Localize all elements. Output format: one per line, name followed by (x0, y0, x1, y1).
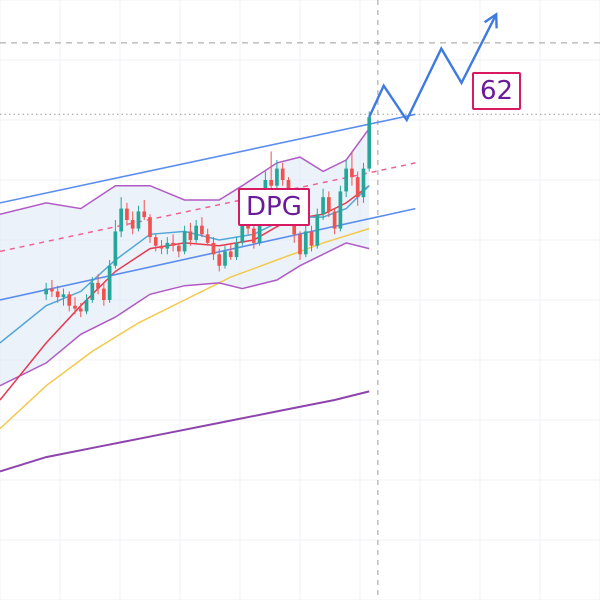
candle-body (130, 220, 135, 229)
candle-body (280, 168, 285, 180)
mid-moving-average (0, 227, 370, 430)
candle-body (194, 225, 198, 240)
candle-body (309, 231, 314, 246)
candle-body (96, 282, 100, 289)
candle-body (188, 231, 193, 240)
bollinger-lower-band (0, 242, 370, 387)
candle-body (136, 211, 141, 229)
candle-body (350, 168, 354, 178)
candle-body (153, 237, 158, 246)
candle-body (44, 288, 48, 295)
channel-upper-line (0, 113, 416, 204)
candle-body (73, 305, 77, 309)
candle-body (148, 217, 152, 238)
candle-body (200, 225, 204, 235)
candle-body (257, 220, 262, 243)
candle-body (303, 231, 308, 255)
candle-body (344, 168, 348, 192)
candle-body (90, 282, 95, 300)
candle-body (165, 242, 170, 249)
candle-body (171, 242, 175, 246)
projection-arrowhead (483, 12, 498, 29)
candle-body (315, 214, 320, 246)
candle-body (78, 308, 83, 312)
candle-body (50, 288, 54, 292)
candle-body (338, 191, 343, 229)
candle-body (113, 231, 118, 266)
ticker-label: DPG (238, 188, 310, 226)
candle-body (361, 168, 366, 198)
candle-body (119, 208, 123, 232)
candle-body (125, 208, 129, 220)
candle-body (321, 197, 325, 215)
candle-body (228, 251, 233, 258)
candle-body (211, 242, 216, 255)
candle-body (142, 211, 147, 218)
candle-body (269, 180, 273, 186)
candle-body (177, 245, 181, 252)
candle-body (182, 231, 187, 252)
candle-body (275, 168, 279, 186)
candle-body (327, 197, 331, 212)
bollinger-band-fill (0, 128, 370, 386)
projection-path (368, 13, 498, 123)
candle-body (298, 234, 302, 255)
candle-body (67, 294, 72, 306)
candle-body (234, 242, 239, 258)
candle-body (102, 288, 106, 300)
candle-body (84, 300, 89, 312)
candle-body (355, 177, 360, 198)
candle-body (107, 265, 112, 300)
candle-body (240, 220, 245, 243)
candle-body (55, 291, 60, 298)
channel-lower-line (0, 207, 416, 301)
candle-body (159, 245, 164, 249)
long-moving-average (0, 390, 370, 473)
bollinger-upper-band (0, 128, 370, 216)
candle-body (367, 117, 372, 169)
price-target-label: 62 (472, 72, 522, 110)
candle-body (332, 211, 337, 229)
candle-body (252, 228, 256, 243)
candle-body (205, 234, 210, 243)
candle-body (223, 251, 227, 266)
candle-body (217, 254, 222, 266)
candle-body (61, 294, 66, 298)
